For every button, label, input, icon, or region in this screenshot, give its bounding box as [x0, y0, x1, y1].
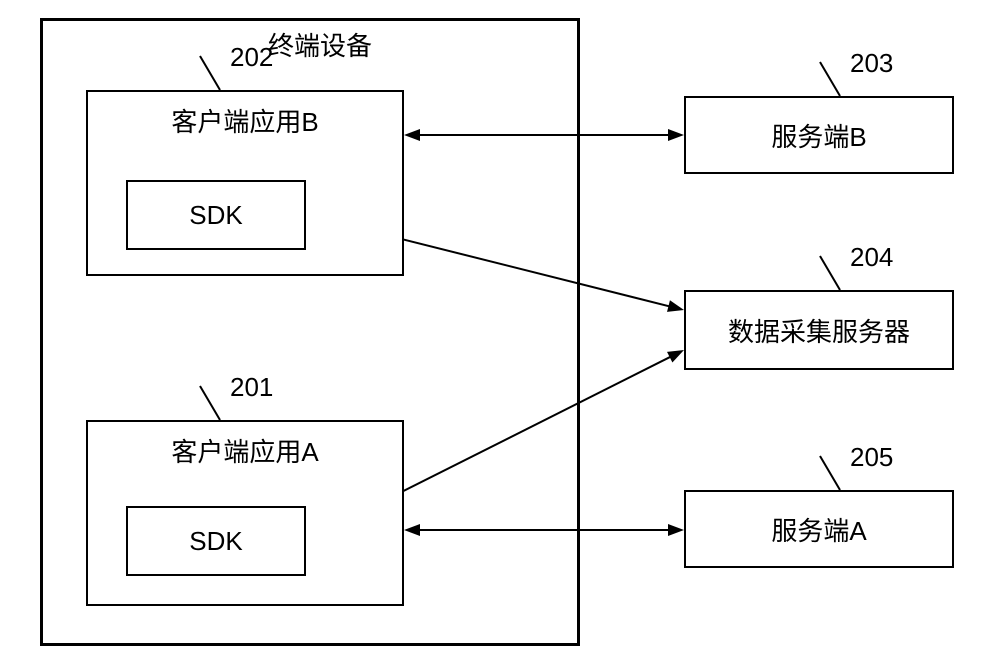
- client-app-a-sdk-box: SDK: [126, 506, 306, 576]
- client-app-b-sdk-box-label: SDK: [189, 200, 242, 231]
- data-server-box-label: 数据采集服务器: [728, 312, 910, 349]
- server-a-box-label: 服务端A: [771, 511, 866, 548]
- ref-leader-204: [820, 256, 840, 290]
- ref-label-201: 201: [230, 372, 273, 403]
- data-server-box: 数据采集服务器: [684, 290, 954, 370]
- ref-leader-203: [820, 62, 840, 96]
- arrowhead-sdkA-to-dataServer-end: [667, 350, 684, 363]
- ref-label-202: 202: [230, 42, 273, 73]
- ref-label-203: 203: [850, 48, 893, 79]
- server-b-box: 服务端B: [684, 96, 954, 174]
- arrowhead-clientA-to-serverA-end: [668, 524, 684, 536]
- client-app-b-title: 客户端应用B: [86, 102, 404, 139]
- ref-label-205: 205: [850, 442, 893, 473]
- client-app-a-sdk-box-label: SDK: [189, 526, 242, 557]
- ref-leader-205: [820, 456, 840, 490]
- client-app-a-title: 客户端应用A: [86, 432, 404, 469]
- arrowhead-sdkB-to-dataServer-end: [667, 300, 684, 312]
- server-b-box-label: 服务端B: [771, 117, 866, 154]
- server-a-box: 服务端A: [684, 490, 954, 568]
- client-app-b-sdk-box: SDK: [126, 180, 306, 250]
- ref-label-204: 204: [850, 242, 893, 273]
- arrowhead-clientB-to-serverB-end: [668, 129, 684, 141]
